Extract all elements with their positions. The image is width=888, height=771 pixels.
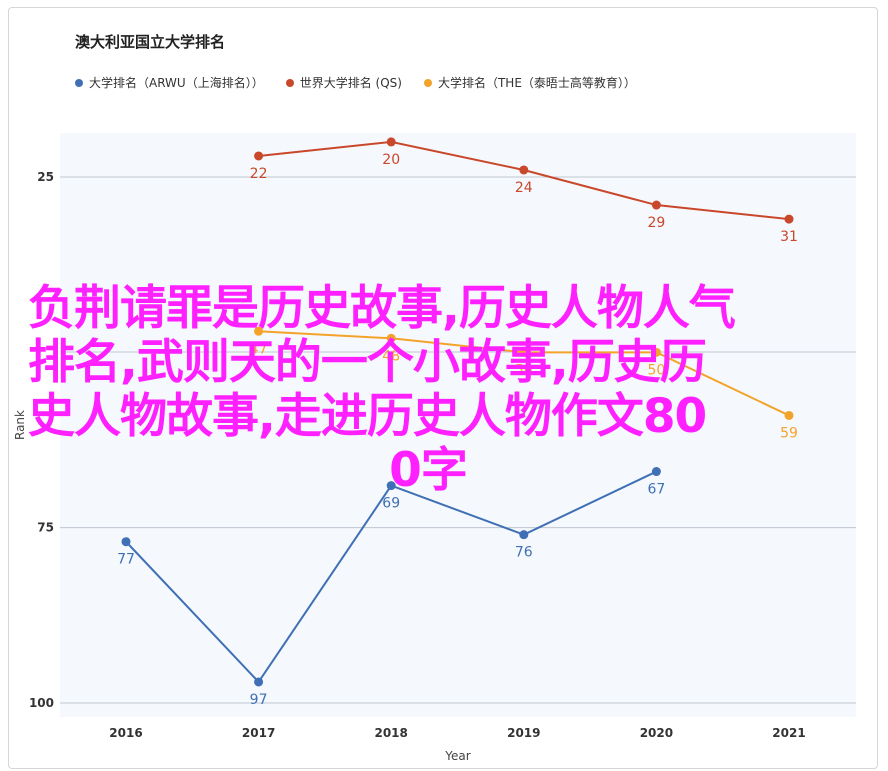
data-label-s0-2019: 76 [515, 545, 533, 561]
data-label-s0-2020: 67 [647, 482, 665, 498]
data-point-s2-2017 [254, 326, 264, 336]
data-label-s2-2019: 50 [515, 362, 533, 378]
data-label-s2-2021: 59 [780, 425, 798, 441]
data-label-s0-2016: 77 [117, 552, 135, 568]
y-tick-label-25: 25 [37, 170, 54, 184]
x-tick-label-2020: 2020 [640, 726, 673, 740]
x-axis-title: Year [444, 749, 470, 763]
data-point-s1-2020 [651, 200, 661, 210]
x-tick-label-2021: 2021 [772, 726, 805, 740]
overlay-line-1: 负荆请罪是历史故事,历史人物人气 [28, 281, 736, 336]
data-label-s1-2021: 31 [780, 229, 798, 245]
data-label-s1-2017: 22 [250, 166, 268, 182]
data-point-s1-2019 [519, 165, 529, 175]
overlay-caption: 负荆请罪是历史故事,历史人物人气 排名,武则天的一个小故事,历史历 史人物故事,… [28, 282, 848, 498]
chart-legend: 大学排名（ARWU（上海排名）） 世界大学排名 (QS) 大学排名（THE（泰晤… [75, 74, 636, 91]
data-point-s2-2018 [386, 333, 396, 343]
data-point-s0-2020 [651, 467, 661, 477]
data-point-s0-2019 [519, 530, 529, 540]
data-label-s2-2018: 48 [382, 348, 400, 364]
plot-area [60, 133, 856, 717]
y-axis-title: Rank [13, 410, 27, 440]
data-point-s0-2016 [121, 537, 131, 547]
data-point-s1-2017 [254, 151, 264, 161]
legend-label-arwu: 大学排名（ARWU（上海排名）） [89, 76, 264, 90]
data-label-s0-2018: 69 [382, 496, 400, 512]
x-tick-label-2016: 2016 [109, 726, 142, 740]
x-tick-label-2017: 2017 [242, 726, 275, 740]
overlay-line-3: 史人物故事,走进历史人物作文80 [28, 389, 707, 444]
y-tick-label-100: 100 [29, 696, 54, 710]
x-tick-label-2018: 2018 [374, 726, 407, 740]
overlay-line-4: 0字 [389, 443, 468, 498]
data-point-s0-2018 [386, 481, 396, 491]
data-point-s0-2017 [254, 677, 264, 687]
data-point-s1-2021 [784, 214, 794, 224]
legend-label-qs: 世界大学排名 (QS) [299, 76, 402, 90]
data-label-s1-2019: 24 [515, 180, 533, 196]
legend-label-the: 大学排名（THE（泰晤士高等教育）） [437, 76, 636, 90]
data-point-s2-2020 [651, 347, 661, 357]
x-tick-label-2019: 2019 [507, 726, 540, 740]
legend-item-the[interactable]: 大学排名（THE（泰晤士高等教育）） [423, 74, 636, 91]
data-label-s1-2018: 20 [382, 152, 400, 168]
data-point-s2-2021 [784, 410, 794, 420]
legend-item-arwu[interactable]: 大学排名（ARWU（上海排名）） [75, 74, 264, 91]
legend-dot-arwu [75, 78, 83, 87]
legend-dot-qs [285, 78, 294, 87]
data-label-s1-2020: 29 [647, 215, 665, 231]
data-point-s2-2019 [519, 347, 529, 357]
legend-dot-the [423, 78, 432, 87]
overlay-line-2: 排名,武则天的一个小故事,历史历 [28, 335, 707, 390]
data-label-s0-2017: 97 [250, 692, 268, 708]
y-tick-label-75: 75 [37, 521, 54, 535]
data-point-s1-2018 [386, 137, 396, 147]
data-label-s2-2020: 50 [647, 362, 665, 378]
chart-title: 澳大利亚国立大学排名 [75, 33, 226, 51]
data-label-s2-2017: 47 [250, 341, 268, 357]
legend-item-qs[interactable]: 世界大学排名 (QS) [285, 74, 402, 91]
